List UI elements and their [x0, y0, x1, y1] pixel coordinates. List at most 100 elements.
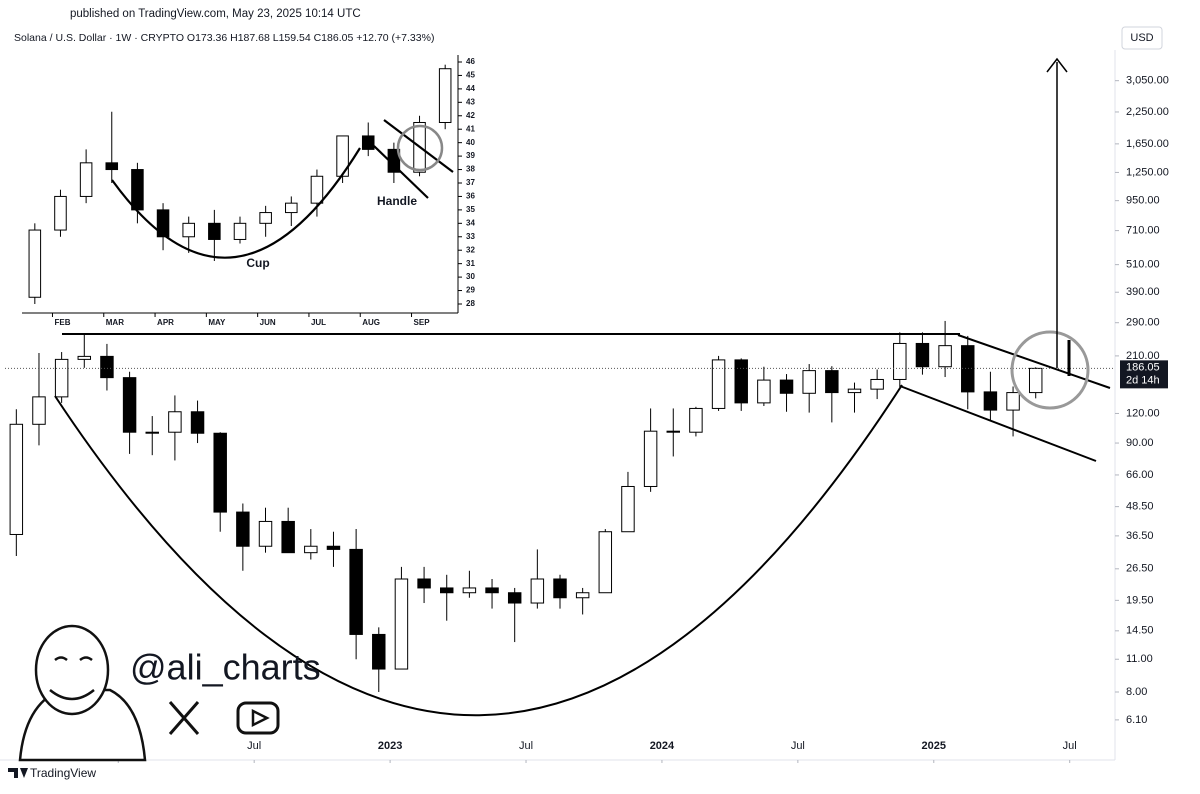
candle-body [438, 68, 452, 123]
inset-annotations [111, 119, 454, 259]
candle-body [285, 202, 298, 214]
y-tick-label: 3,050.00 [1126, 75, 1169, 87]
candle-body [462, 587, 477, 594]
inset-y-tick-label: 39 [466, 151, 475, 160]
inset-y-tick-label: 34 [466, 218, 475, 227]
channel-top [957, 334, 1111, 389]
main-plot: 6.10 8.00 11.00 14.50 19.50 26.50 36.50 48.50 66… [5, 75, 1169, 763]
x-tick-label: Jul [247, 740, 261, 752]
y-tick-label: 510.00 [1126, 259, 1160, 271]
candle-body [847, 388, 862, 394]
candle-body [485, 587, 499, 594]
candle-body [236, 511, 250, 547]
candle-body [553, 578, 567, 599]
y-tick-label: 11.00 [1126, 653, 1153, 665]
candle-body [983, 391, 998, 411]
inset-background [22, 52, 488, 332]
candle-body [349, 548, 363, 635]
inset-y-tick-label: 36 [466, 192, 475, 201]
candle-body [100, 355, 114, 379]
candle-body [122, 377, 137, 433]
candle-body [938, 345, 952, 368]
candle-body [507, 592, 522, 604]
y-tick-label: 48.50 [1126, 501, 1154, 513]
candle-body [105, 162, 119, 171]
inset-x-tick-label: APR [157, 318, 174, 327]
candle-body [961, 345, 975, 393]
inset-y-tick-label: 32 [466, 245, 475, 254]
x-icon [168, 701, 200, 735]
inset-y-tick-label: 42 [466, 111, 475, 120]
candle-body [825, 370, 839, 394]
x-tick-label: 2025 [922, 740, 946, 752]
candle-body [281, 520, 295, 554]
candle-body [258, 520, 273, 547]
candle-body [326, 545, 341, 550]
symbol-header: Solana / U.S. Dollar · 1W · CRYPTO O173.… [14, 32, 434, 44]
candle-body [336, 135, 349, 177]
y-tick-label: 36.50 [1126, 530, 1154, 542]
candle-body [711, 359, 726, 409]
price-tag [1120, 360, 1168, 389]
inset-x-tick-label: JUN [260, 318, 276, 327]
candle-body [190, 411, 205, 434]
candle-body [182, 222, 195, 238]
inset-x-tick-label: SEP [414, 318, 431, 327]
y-tick-label: 66.00 [1126, 469, 1154, 481]
handle-top [383, 119, 454, 173]
candle-body [1028, 367, 1043, 394]
candle-body [440, 587, 454, 594]
avatar-head [34, 624, 110, 716]
candle-body [310, 175, 324, 204]
currency-box [1121, 26, 1163, 50]
candle-body [734, 359, 748, 404]
candle-body [259, 212, 272, 224]
candle-body [779, 379, 794, 394]
y-tick-label: 390.00 [1126, 286, 1160, 298]
candle-body [54, 358, 69, 398]
brand-name: TradingView [30, 766, 96, 780]
candle-body [575, 592, 590, 599]
y-tick-label: 14.50 [1126, 625, 1154, 637]
last-price-label: 186.05 [1126, 361, 1160, 373]
candle-body [304, 545, 318, 554]
main-annotations [54, 57, 1111, 717]
inset-y-tick-label: 31 [466, 259, 475, 268]
candle-body [77, 355, 92, 360]
cup-label: Cup [246, 256, 269, 270]
inset-chart: 28 29 30 31 32 33 34 35 36 37 38 39 40 41 42 43 44 45 46 FE… [22, 52, 488, 332]
x-tick-label: Jul [1063, 740, 1077, 752]
candle-body [1006, 392, 1020, 411]
inset-y-tick-label: 33 [466, 232, 475, 241]
candle-body [372, 633, 386, 670]
inset-y-tick-label: 30 [466, 272, 475, 281]
channel-bottom [899, 385, 1097, 462]
y-tick-label: 19.50 [1126, 594, 1154, 606]
y-tick-label: 6.10 [1126, 714, 1147, 726]
inset-y-tick-label: 45 [466, 71, 475, 80]
inset-y-tick-label: 35 [466, 205, 475, 214]
candle-body [643, 430, 658, 487]
candle-body [32, 396, 46, 425]
inset-y-tick-label: 38 [466, 165, 475, 174]
candle-body [9, 423, 24, 535]
x-tick-label: 2023 [378, 740, 402, 752]
candle-body [598, 531, 613, 594]
candle-body [802, 370, 816, 394]
handle-bottom [373, 145, 429, 199]
candle-body [689, 407, 703, 433]
brand-logo [8, 768, 28, 778]
x-tick-label: Jul [791, 740, 805, 752]
inset-y-tick-label: 28 [466, 299, 475, 308]
y-tick-label: 950.00 [1126, 195, 1160, 207]
y-tick-label: 90.00 [1126, 437, 1154, 449]
x-tick-label: 2024 [650, 740, 675, 752]
inset-y-tick-label: 46 [466, 57, 475, 66]
candle-body [145, 431, 159, 434]
inset-circle [396, 124, 444, 172]
candle-body [417, 578, 431, 589]
candle-body [28, 229, 42, 298]
candle-body [915, 342, 930, 368]
inset-x-tick-label: MAR [106, 318, 124, 327]
